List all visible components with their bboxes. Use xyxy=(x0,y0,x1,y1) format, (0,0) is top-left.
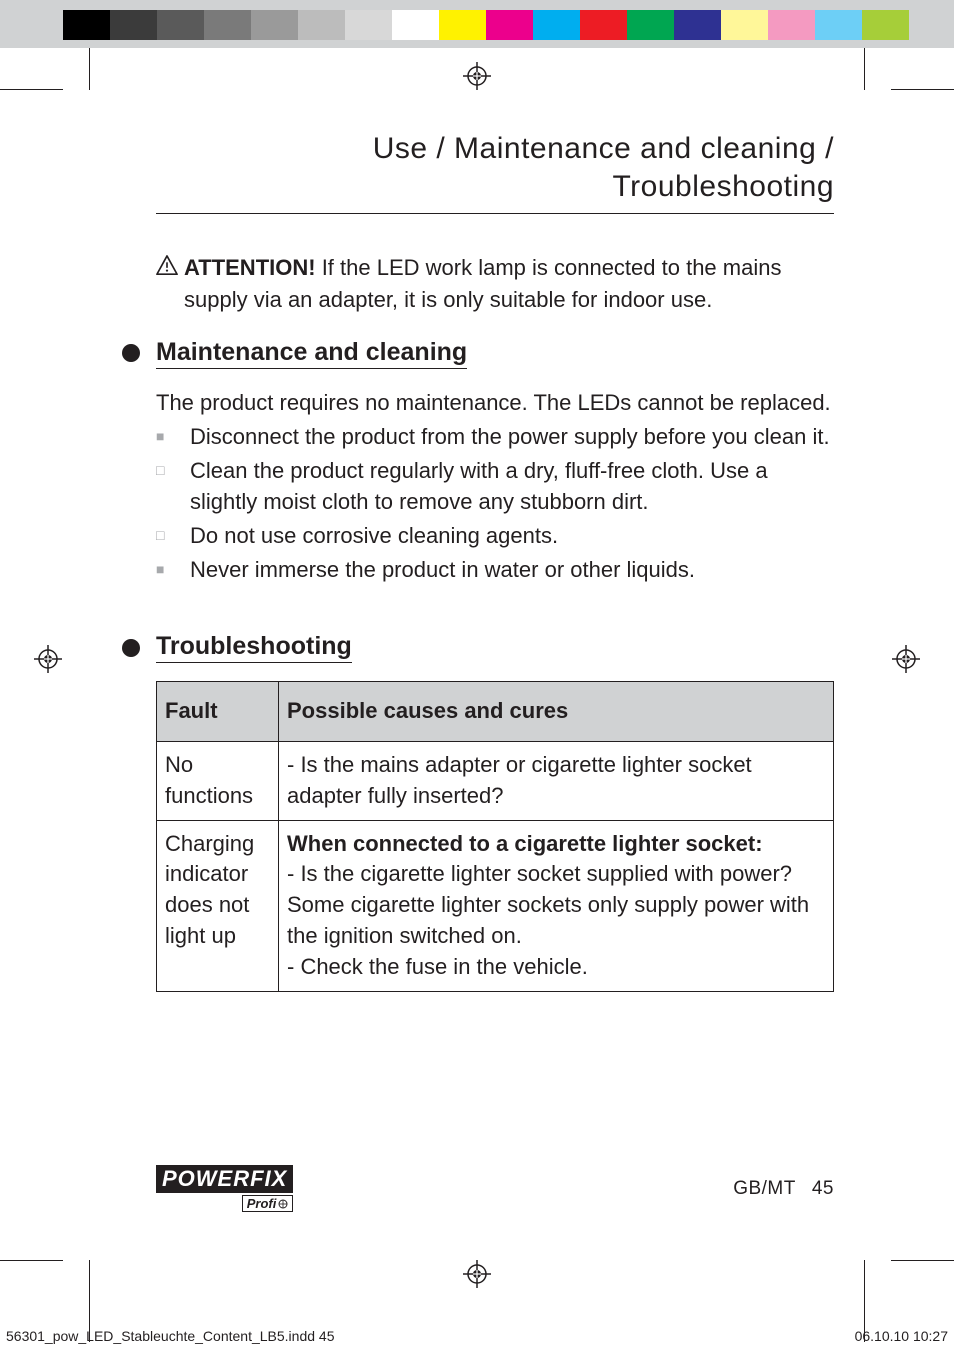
color-swatch xyxy=(63,10,110,40)
list-item: Never immerse the product in water or ot… xyxy=(156,554,834,586)
brand-logo: POWERFIX Profi xyxy=(156,1165,293,1212)
list-item-text: Disconnect the product from the power su… xyxy=(190,421,834,453)
fault-cell: No functions xyxy=(157,741,279,820)
page-meta: GB/MT 45 xyxy=(733,1178,834,1200)
list-item: Do not use corrosive cleaning agents. xyxy=(156,520,834,552)
page-title: Use / Maintenance and cleaning / Trouble… xyxy=(156,130,834,214)
bullet-marker-icon xyxy=(156,554,190,586)
table-header-cures: Possible causes and cures xyxy=(279,682,834,742)
color-swatch xyxy=(580,10,627,40)
cropmark xyxy=(0,89,63,90)
color-swatch xyxy=(345,10,392,40)
list-item-text: Clean the product regularly with a dry, … xyxy=(190,455,834,519)
color-swatch xyxy=(862,10,909,40)
table-row: No functions- Is the mains adapter or ci… xyxy=(157,741,834,820)
maintenance-heading: Maintenance and cleaning xyxy=(156,338,467,369)
cropmark xyxy=(864,48,865,90)
fault-cell: Charging indicator does not light up xyxy=(157,820,279,991)
cropmark xyxy=(891,1260,954,1261)
registration-mark-icon xyxy=(463,62,491,90)
table-header-fault: Fault xyxy=(157,682,279,742)
color-swatch xyxy=(721,10,768,40)
registration-mark-icon xyxy=(892,645,920,673)
registration-symbol-icon xyxy=(278,1199,288,1209)
imposition-footer: 56301_pow_LED_Stableuchte_Content_LB5.in… xyxy=(0,1322,954,1350)
color-calibration-bars xyxy=(0,0,954,48)
bullet-marker-icon xyxy=(156,455,190,519)
imposition-datetime: 06.10.10 10:27 xyxy=(855,1328,948,1344)
list-item: Clean the product regularly with a dry, … xyxy=(156,455,834,519)
cropmark xyxy=(89,48,90,90)
cure-cell: - Is the mains adapter or cigarette ligh… xyxy=(279,741,834,820)
list-item-text: Never immerse the product in water or ot… xyxy=(190,554,834,586)
list-item-text: Do not use corrosive cleaning agents. xyxy=(190,520,834,552)
bullet-marker-icon xyxy=(156,520,190,552)
brand-subline: Profi xyxy=(242,1195,294,1212)
page-number: 45 xyxy=(812,1178,834,1199)
table-row: Charging indicator does not light up When… xyxy=(157,820,834,991)
cropmark xyxy=(0,1260,63,1261)
section-bullet-icon xyxy=(122,639,140,657)
cure-text: - Is the cigarette lighter socket suppli… xyxy=(287,861,809,948)
troubleshooting-heading: Troubleshooting xyxy=(156,632,352,663)
brand-subline-text: Profi xyxy=(247,1196,277,1211)
color-swatch xyxy=(392,10,439,40)
attention-text: ATTENTION! If the LED work lamp is conne… xyxy=(184,252,834,316)
color-swatch xyxy=(157,10,204,40)
color-swatch xyxy=(204,10,251,40)
registration-mark-icon xyxy=(463,1260,491,1288)
attention-label: ATTENTION! xyxy=(184,255,316,280)
color-swatch xyxy=(439,10,486,40)
cure-bold: When connected to a cigarette lighter so… xyxy=(287,831,763,856)
imposition-file: 56301_pow_LED_Stableuchte_Content_LB5.in… xyxy=(6,1328,335,1344)
brand-name: POWERFIX xyxy=(156,1165,293,1193)
cure-text: - Check the fuse in the vehicle. xyxy=(287,954,588,979)
list-item: Disconnect the product from the power su… xyxy=(156,421,834,453)
cropmark xyxy=(891,89,954,90)
color-swatch xyxy=(110,10,157,40)
color-swatch xyxy=(298,10,345,40)
color-swatch xyxy=(815,10,862,40)
cure-cell: When connected to a cigarette lighter so… xyxy=(279,820,834,991)
bullet-marker-icon xyxy=(156,421,190,453)
color-swatch xyxy=(768,10,815,40)
troubleshooting-table: Fault Possible causes and cures No funct… xyxy=(156,681,834,991)
color-swatch xyxy=(674,10,721,40)
color-swatch xyxy=(533,10,580,40)
registration-mark-icon xyxy=(34,645,62,673)
color-swatch xyxy=(627,10,674,40)
page-label: GB/MT xyxy=(733,1178,796,1199)
warning-triangle-icon xyxy=(156,255,178,280)
section-bullet-icon xyxy=(122,344,140,362)
color-swatch xyxy=(486,10,533,40)
maintenance-list: Disconnect the product from the power su… xyxy=(156,421,834,586)
color-swatch xyxy=(251,10,298,40)
cure-text: - Is the mains adapter or cigarette ligh… xyxy=(287,752,752,808)
maintenance-intro: The product requires no maintenance. The… xyxy=(156,387,834,419)
